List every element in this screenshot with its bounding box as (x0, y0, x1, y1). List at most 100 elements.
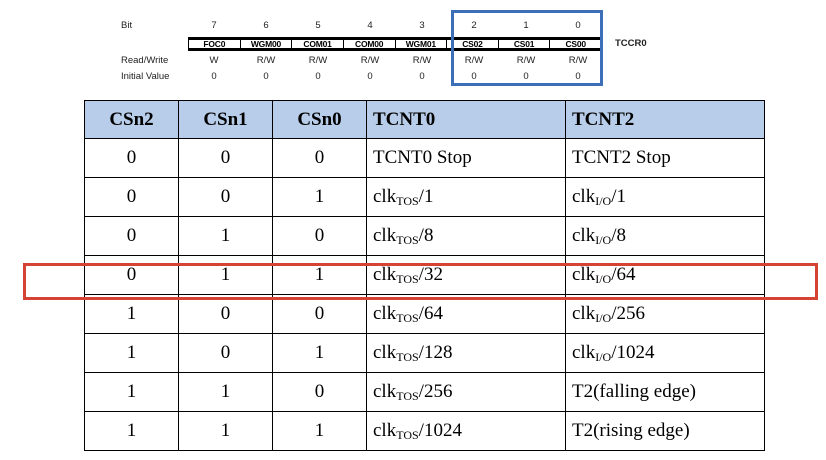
initial-value-row-label: Initial Value (121, 71, 170, 82)
read-write-row-label: Read/Write (121, 55, 169, 66)
table-row: 1 0 1 clkTOS/128 clkI/O/1024 (84, 333, 765, 373)
tcnt2-clock-cell: T2(rising edge) (565, 411, 765, 451)
clock-source-text: T2(falling edge) (572, 381, 696, 402)
bit-number: 2 (471, 20, 477, 31)
cs2-value: 0 (84, 216, 179, 256)
tcnt2-clock-cell: clkI/O/1024 (565, 333, 765, 373)
cs0-value: 0 (272, 216, 367, 256)
bit-read-write: R/W (412, 55, 432, 66)
tcnt2-clock-cell: clkI/O/8 (565, 216, 765, 256)
table-row: 0 0 0 TCNT0 Stop TCNT2 Stop (84, 138, 765, 178)
prescaler-divisor: /128 (418, 342, 453, 363)
cs2-value: 1 (84, 372, 179, 412)
bit-read-write: W (209, 55, 219, 66)
table-row: 1 0 0 clkTOS/64 clkI/O/256 (84, 294, 765, 334)
header-csn2: CSn2 (84, 100, 179, 139)
clock-source-text: TCNT0 Stop (373, 147, 472, 168)
table-row: 0 1 1 clkTOS/32 clkI/O/64 (84, 255, 765, 295)
cs2-value: 0 (84, 255, 179, 295)
clock-source-text: clk (572, 342, 596, 363)
cs2-value: 1 (84, 411, 179, 451)
cs2-value: 1 (84, 333, 179, 373)
tcnt0-clock-cell: TCNT0 Stop (366, 138, 566, 178)
bit-field-cs01: CS01 (499, 40, 551, 49)
bit-read-write: R/W (256, 55, 276, 66)
tccr0-register-diagram: Bit Read/Write Initial Value FOC0 WGM00 CO… (0, 0, 826, 95)
table-row: 1 1 0 clkTOS/256 T2(falling edge) (84, 372, 765, 412)
prescaler-divisor: /1024 (418, 420, 462, 441)
prescaler-divisor: /64 (611, 264, 636, 285)
header-csn0: CSn0 (272, 100, 367, 139)
prescaler-divisor: /1 (611, 186, 626, 207)
prescaler-divisor: /256 (611, 303, 645, 324)
bit-number: 4 (367, 20, 373, 31)
bit-number: 0 (575, 20, 581, 31)
prescaler-divisor: /32 (418, 264, 443, 285)
bit-initial-value: 0 (263, 71, 269, 82)
bit-initial-value: 0 (575, 71, 581, 82)
prescaler-divisor: /64 (418, 303, 443, 324)
tcnt0-clock-cell: clkTOS/1024 (366, 411, 566, 451)
clock-source-text: T2(rising edge) (572, 420, 690, 441)
tcnt2-clock-cell: T2(falling edge) (565, 372, 765, 412)
prescaler-divisor: /1024 (611, 342, 655, 363)
table-row: 0 0 1 clkTOS/1 clkI/O/1 (84, 177, 765, 217)
tcnt2-clock-cell: clkI/O/1 (565, 177, 765, 217)
bit-read-write: R/W (464, 55, 484, 66)
prescaler-divisor: /1 (418, 186, 434, 207)
clock-source-text: clk (373, 186, 397, 207)
clock-subscript: I/O (595, 350, 612, 364)
bit-row-label: Bit (121, 20, 133, 31)
selected-row-highlight (23, 263, 818, 300)
tcnt0-clock-cell: clkTOS/64 (366, 294, 566, 334)
bit-initial-value: 0 (419, 71, 425, 82)
bit-number: 3 (419, 20, 425, 31)
bit-field-com01: COM01 (292, 40, 344, 49)
bit-initial-value: 0 (315, 71, 321, 82)
prescaler-divisor: /256 (418, 381, 453, 402)
clock-select-bits-highlight (451, 10, 603, 86)
cs1-value: 1 (178, 372, 273, 412)
bit-field-wgm00: WGM00 (241, 40, 293, 49)
clock-subscript: TOS (396, 311, 419, 325)
cs2-value: 0 (84, 138, 179, 178)
bit-field-foc0: FOC0 (189, 40, 241, 49)
cs2-value: 1 (84, 294, 179, 334)
bit-field-wgm01: WGM01 (396, 40, 448, 49)
bit-read-write: R/W (516, 55, 536, 66)
bit-initial-value: 0 (211, 71, 217, 82)
clock-select-table: CSn2 CSn1 CSn0 TCNT0 TCNT2 0 0 0 TCNT0 Stop… (84, 100, 765, 451)
tcnt0-clock-cell: clkTOS/1 (366, 177, 566, 217)
bit-number: 6 (263, 20, 269, 31)
cs0-value: 0 (272, 372, 367, 412)
tcnt0-clock-cell: clkTOS/256 (366, 372, 566, 412)
clock-subscript: TOS (396, 350, 419, 364)
header-tcnt0: TCNT0 (366, 100, 566, 139)
table-row: 0 1 0 clkTOS/8 clkI/O/8 (84, 216, 765, 256)
clock-source-text: clk (373, 225, 397, 246)
tcnt2-clock-cell: clkI/O/256 (565, 294, 765, 334)
cs0-value: 1 (272, 177, 367, 217)
bit-field-com00: COM00 (344, 40, 396, 49)
clock-subscript: I/O (595, 272, 612, 286)
clock-source-text: clk (572, 303, 596, 324)
register-bit-fields: FOC0 WGM00 COM01 COM00 WGM01 CS02 CS01 CS00 (188, 37, 602, 51)
cs1-value: 0 (178, 294, 273, 334)
clock-source-text: clk (373, 420, 397, 441)
cs0-value: 0 (272, 138, 367, 178)
clock-subscript: I/O (595, 194, 612, 208)
bit-initial-value: 0 (523, 71, 529, 82)
tcnt0-clock-cell: clkTOS/32 (366, 255, 566, 295)
prescaler-divisor: /8 (611, 225, 626, 246)
clock-subscript: TOS (396, 272, 419, 286)
tcnt2-clock-cell: TCNT2 Stop (565, 138, 765, 178)
bit-number: 7 (211, 20, 217, 31)
clock-subscript: I/O (595, 233, 612, 247)
table-row: 1 1 1 clkTOS/1024 T2(rising edge) (84, 411, 765, 451)
clock-subscript: TOS (396, 233, 419, 247)
register-name: TCCR0 (615, 38, 647, 49)
clock-source-text: clk (572, 225, 596, 246)
tcnt0-clock-cell: clkTOS/8 (366, 216, 566, 256)
bit-read-write: R/W (568, 55, 588, 66)
cs0-value: 0 (272, 294, 367, 334)
